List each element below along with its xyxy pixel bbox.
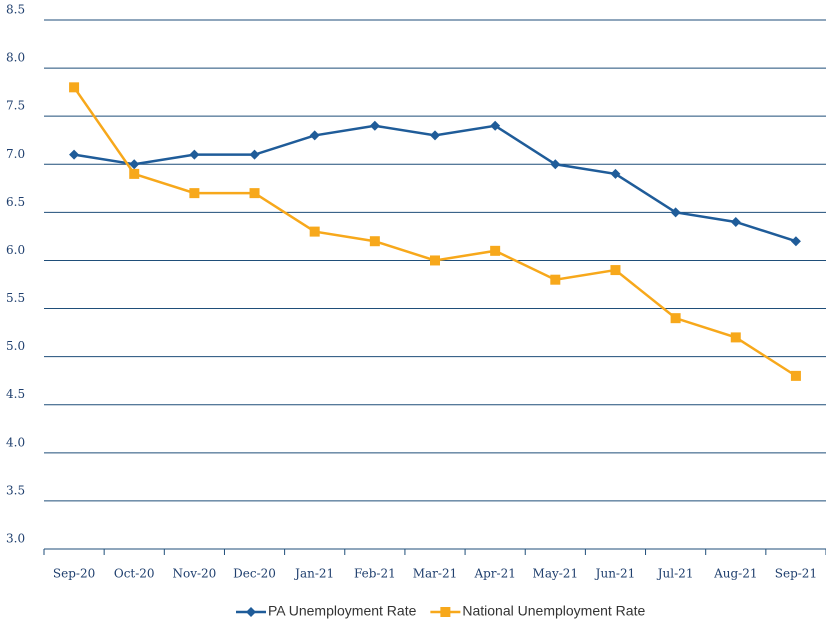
marker	[309, 130, 320, 141]
y-tick-label: 7.5	[6, 99, 25, 113]
x-tick-label: Dec-20	[233, 567, 276, 581]
marker	[369, 120, 380, 131]
marker	[610, 265, 621, 276]
marker	[249, 188, 260, 199]
legend-label: PA Unemployment Rate	[268, 603, 417, 619]
y-tick-label: 6.0	[6, 243, 25, 257]
marker	[790, 236, 801, 247]
legend: PA Unemployment Rate National Unemploymen…	[236, 603, 645, 619]
marker	[189, 188, 200, 199]
x-tick-label: May-21	[533, 567, 579, 581]
y-tick-label: 6.5	[6, 195, 25, 209]
marker	[246, 607, 256, 617]
marker	[670, 313, 681, 324]
y-tick-label: 3.5	[6, 483, 25, 497]
marker	[129, 168, 140, 179]
y-tick-label: 4.0	[6, 435, 25, 449]
marker	[730, 216, 741, 227]
marker	[550, 274, 561, 285]
marker	[550, 159, 561, 170]
marker	[430, 130, 440, 141]
marker	[670, 207, 681, 218]
marker	[369, 236, 380, 247]
x-tick-label: Sep-21	[775, 567, 817, 581]
y-tick-label: 5.0	[6, 339, 25, 353]
x-tick-label: Feb-21	[354, 567, 396, 581]
y-tick-label: 5.5	[6, 291, 25, 305]
marker	[69, 82, 80, 93]
x-tick-label: Nov-20	[172, 567, 216, 581]
x-tick-label: Jul-21	[656, 567, 694, 581]
y-tick-label: 8.5	[6, 3, 25, 17]
x-tick-label: Oct-20	[114, 567, 155, 581]
marker	[610, 168, 621, 179]
marker	[790, 370, 801, 381]
y-tick-label: 4.5	[6, 387, 25, 401]
marker	[730, 332, 741, 343]
marker	[490, 245, 501, 256]
x-tick-label: Mar-21	[413, 567, 458, 581]
y-tick-label: 3.0	[6, 532, 25, 546]
marker	[189, 149, 200, 160]
legend-label: National Unemployment Rate	[462, 603, 645, 619]
x-tick-label: Jun-21	[594, 567, 636, 581]
y-tick-label: 7.0	[6, 147, 25, 161]
marker	[430, 255, 440, 266]
x-tick-label: Sep-20	[53, 567, 95, 581]
y-tick-label: 8.0	[6, 51, 25, 65]
marker	[129, 159, 140, 170]
x-tick-label: Apr-21	[473, 567, 515, 581]
marker	[309, 226, 320, 237]
marker	[490, 120, 501, 131]
x-tick-label: Aug-21	[713, 567, 757, 581]
marker	[69, 149, 80, 160]
marker	[249, 149, 260, 160]
x-tick-label: Jan-21	[293, 567, 334, 581]
series-line	[73, 124, 797, 243]
marker	[440, 607, 451, 617]
